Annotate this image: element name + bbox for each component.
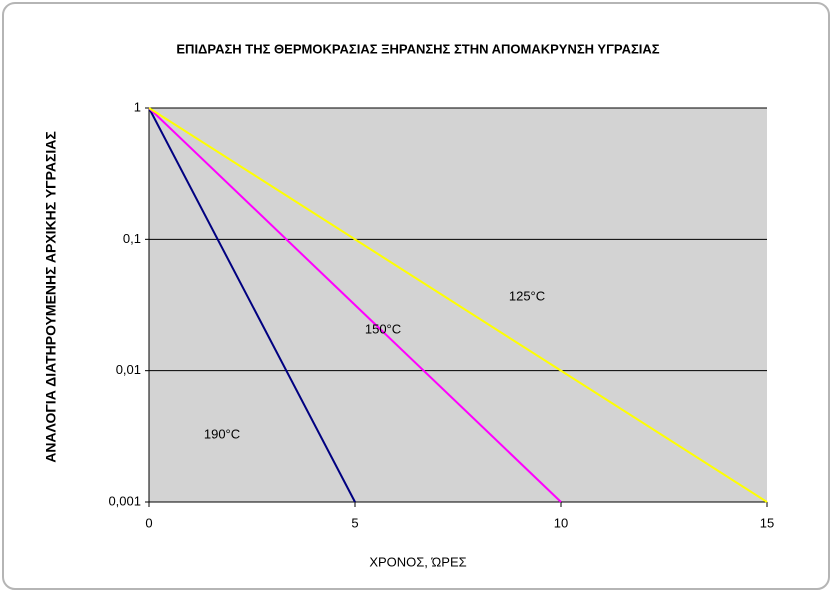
x-tick-label: 0 xyxy=(145,515,152,530)
y-tick-label: 0,001 xyxy=(108,493,141,508)
y-axis-label: ΑΝΑΛΟΓΙΑ ΔΙΑΤΗΡΟΥΜΕΝΗΣ ΑΡΧΙΚΗΣ ΥΓΡΑΣΙΑΣ xyxy=(43,131,59,463)
y-tick-label: 1 xyxy=(134,99,141,114)
y-tick-label: 0,01 xyxy=(116,362,141,377)
series-line xyxy=(148,107,768,503)
series-label: 150°C xyxy=(365,321,401,336)
x-tick-label: 5 xyxy=(351,515,358,530)
series-line xyxy=(148,107,356,503)
series-label: 190°C xyxy=(204,426,240,441)
x-axis-label: ΧΡΟΝΟΣ, ΏΡΕΣ xyxy=(369,554,466,569)
chart-title: ΕΠΙΔΡΑΣΗ ΤΗΣ ΘΕΡΜΟΚΡΑΣΙΑΣ ΞΗΡΑΝΣΗΣ ΣΤΗΝ … xyxy=(176,41,659,56)
y-tick-label: 0,1 xyxy=(123,231,141,246)
series-line xyxy=(148,107,562,503)
x-tick-label: 10 xyxy=(554,515,568,530)
x-tick-label: 15 xyxy=(760,515,774,530)
series-label: 125°C xyxy=(509,288,545,303)
